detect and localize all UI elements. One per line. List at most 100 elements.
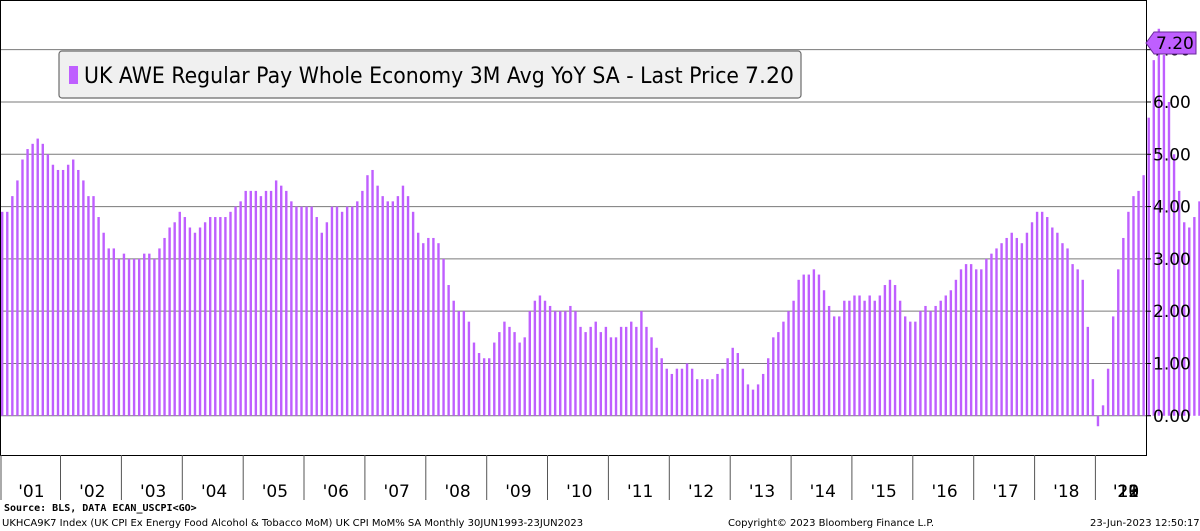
bar — [16, 180, 19, 416]
bar — [340, 211, 344, 416]
bar — [543, 300, 547, 416]
x-tick-label: '06 — [323, 482, 349, 502]
bar — [56, 169, 60, 416]
bar — [559, 311, 562, 416]
bar — [1147, 117, 1150, 416]
bar — [472, 342, 476, 416]
bar — [122, 253, 126, 416]
bar — [1157, 28, 1161, 416]
bar — [1081, 279, 1084, 416]
bar — [1172, 154, 1176, 416]
bar — [650, 337, 653, 416]
bar — [924, 305, 927, 416]
bar — [893, 285, 897, 416]
x-tick-label: '13 — [749, 482, 775, 502]
bar — [1, 211, 4, 416]
bar — [533, 300, 537, 416]
bar — [422, 243, 425, 416]
y-tick-label: 6.00 — [1153, 93, 1191, 113]
bar — [903, 316, 907, 416]
last-price-flag: 7.20 — [1145, 31, 1197, 55]
bar — [158, 248, 161, 416]
bar — [589, 326, 592, 416]
bar — [1096, 415, 1100, 427]
bar — [31, 143, 34, 416]
bar — [767, 358, 770, 416]
bar — [1005, 237, 1008, 416]
bar — [1051, 227, 1054, 416]
bar — [645, 326, 648, 416]
bar — [249, 190, 252, 416]
bar — [467, 321, 471, 416]
bar — [188, 227, 192, 416]
bar — [1086, 326, 1090, 416]
bar — [132, 258, 136, 416]
bar — [477, 353, 481, 416]
bar — [792, 300, 795, 416]
bar — [1101, 405, 1105, 416]
bar — [838, 316, 841, 416]
bar — [137, 258, 141, 416]
bar — [604, 326, 608, 416]
x-tick-label: '09 — [505, 482, 531, 502]
x-axis-ticks: '01 '02 '03 '04 '05 '06 '07 '08 '09 '10 '11 '12 '13 '… — [0, 455, 1139, 502]
legend-swatch — [69, 66, 78, 84]
bar — [853, 295, 856, 416]
last-price-flag-label: 7.20 — [1156, 34, 1194, 54]
bar — [447, 285, 450, 416]
bar — [975, 269, 978, 416]
bar — [462, 311, 466, 416]
legend: UK AWE Regular Pay Whole Economy 3M Avg … — [58, 50, 802, 99]
bar — [949, 290, 953, 416]
bar — [655, 347, 658, 416]
y-tick-label: 1.00 — [1153, 354, 1191, 374]
bar — [1137, 190, 1140, 416]
bar — [254, 190, 258, 416]
bar — [290, 201, 293, 416]
bar — [1025, 232, 1029, 416]
bar — [782, 321, 785, 416]
bar — [888, 279, 892, 416]
bar — [1162, 54, 1166, 416]
bar — [183, 217, 187, 416]
bar — [594, 321, 597, 416]
legend-last-price: 7.20 — [745, 64, 794, 89]
x-tick-label: '01 — [18, 482, 44, 502]
bar — [909, 321, 912, 416]
bar — [452, 300, 455, 416]
bar — [614, 337, 618, 416]
bar — [6, 211, 9, 416]
x-tick-label: '16 — [931, 482, 957, 502]
bar — [685, 363, 689, 416]
footer-source: Source: BLS, DATA ECAN_USCPI<GO> — [4, 503, 197, 514]
bar — [153, 258, 156, 416]
x-tick-label: '10 — [566, 482, 592, 502]
bar — [92, 196, 95, 416]
bar — [807, 274, 811, 416]
bar — [493, 342, 496, 416]
bar — [127, 258, 131, 416]
bar — [198, 227, 202, 416]
bar — [1046, 217, 1049, 416]
plot-frame — [0, 0, 1147, 456]
bar — [77, 169, 80, 416]
bar — [843, 300, 846, 416]
gridlines — [0, 49, 1146, 417]
bar — [239, 201, 242, 416]
bar — [914, 321, 917, 416]
bar — [761, 373, 765, 416]
x-tick-label: '21 — [1113, 482, 1139, 502]
bar — [553, 311, 557, 416]
y-tick-label: 3.00 — [1153, 250, 1191, 270]
y-tick-label: 0.00 — [1153, 407, 1191, 427]
bar — [1193, 217, 1196, 416]
bar — [330, 206, 334, 416]
bar — [969, 264, 973, 416]
bar — [1132, 196, 1135, 416]
bar — [1056, 232, 1059, 416]
bar — [82, 180, 85, 416]
bar — [731, 347, 734, 416]
bar — [386, 201, 389, 416]
bar — [148, 253, 151, 416]
